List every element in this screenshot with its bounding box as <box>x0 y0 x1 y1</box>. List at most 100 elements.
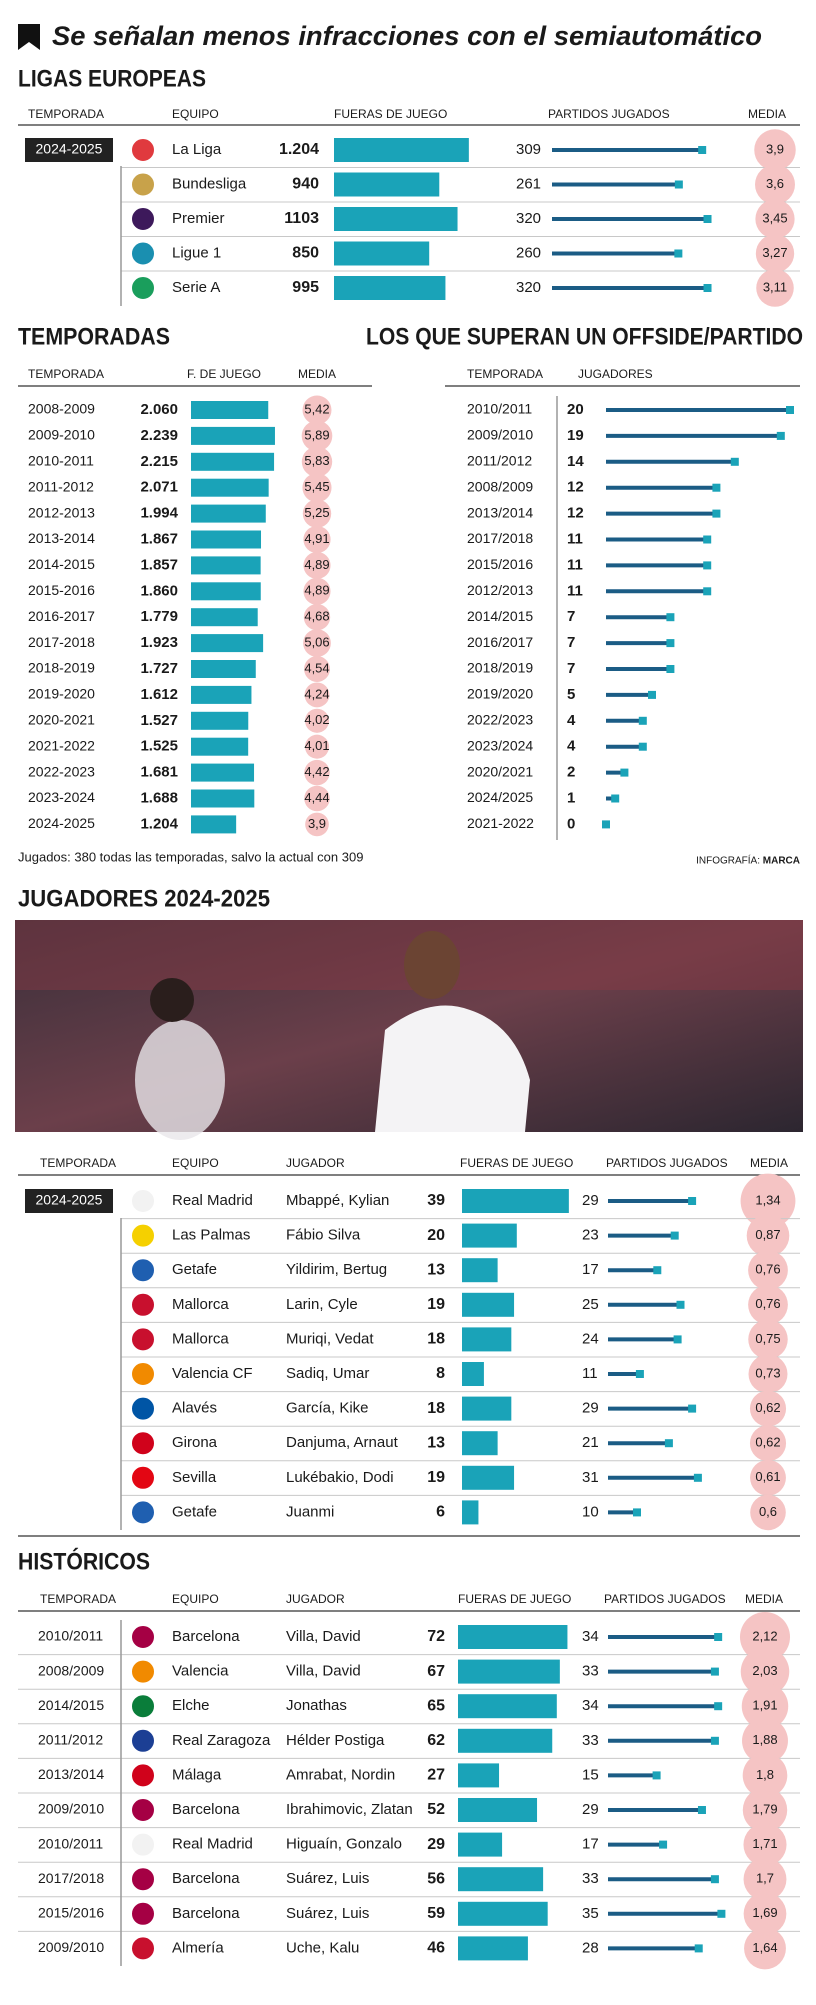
team-name: Barcelona <box>172 1870 240 1887</box>
offsides-bar <box>191 711 249 730</box>
team-name: Elche <box>172 1697 210 1714</box>
title-icon <box>18 24 40 50</box>
matches-marker <box>659 1840 668 1849</box>
number: 12 <box>567 505 584 522</box>
column-header: JUGADORES <box>578 367 653 381</box>
number: 12 <box>567 479 584 496</box>
offsides-bar <box>191 737 249 756</box>
photo <box>15 920 803 1140</box>
average-bubble <box>304 708 330 733</box>
matches-marker <box>712 483 721 492</box>
number: 7 <box>567 660 575 677</box>
team-name: Mallorca <box>172 1296 229 1313</box>
player-name: Suárez, Luis <box>286 1905 369 1922</box>
column-header: PARTIDOS JUGADOS <box>548 107 670 121</box>
average-bubble <box>304 734 330 759</box>
average-label: 0,76 <box>755 1296 780 1311</box>
number: 4 <box>567 712 576 729</box>
team-name: Barcelona <box>172 1905 240 1922</box>
team-logo <box>130 1257 156 1284</box>
offsides-bar <box>191 660 256 678</box>
offsides-bar <box>458 1901 548 1926</box>
section-title: LIGAS EUROPEAS <box>18 65 206 92</box>
offsides-bar <box>334 172 440 197</box>
number: 2 <box>567 764 575 781</box>
player-name: Danjuma, Arnaut <box>286 1434 399 1451</box>
number: 19 <box>427 1469 445 1486</box>
team-name: Real Madrid <box>172 1192 253 1209</box>
player-name: Amrabat, Nordin <box>286 1766 395 1783</box>
number: 7 <box>567 634 575 651</box>
offsides-bar <box>458 1659 560 1684</box>
column-header: TEMPORADA <box>467 367 543 381</box>
offsides-bar <box>191 478 269 497</box>
average-label: 4,89 <box>304 557 329 572</box>
number: 65 <box>427 1697 445 1714</box>
player-name: Uche, Kalu <box>286 1939 359 1956</box>
column-header: TEMPORADA <box>40 1592 116 1606</box>
season-label: 2013/2014 <box>38 1766 104 1782</box>
matches-marker <box>676 1300 685 1309</box>
average-label: 1,79 <box>752 1801 777 1816</box>
average-label: 3,9 <box>766 141 784 156</box>
matches-marker <box>638 716 647 725</box>
number: 31 <box>582 1469 599 1486</box>
average-bubble <box>304 682 330 708</box>
matches-marker <box>674 180 683 189</box>
team-name: Serie A <box>172 279 220 296</box>
offsides-bar <box>458 1832 503 1857</box>
column-header: EQUIPO <box>172 107 219 121</box>
matches-marker <box>611 794 620 803</box>
number: 15 <box>582 1766 599 1783</box>
number: 1.994 <box>140 505 178 522</box>
offsides-bar <box>191 763 255 782</box>
average-label: 4,91 <box>304 531 329 546</box>
number: 19 <box>567 427 584 444</box>
average-label: 0,73 <box>755 1365 780 1380</box>
season-label: 2011/2012 <box>38 1732 103 1748</box>
average-bubble <box>741 1682 789 1730</box>
number: 67 <box>427 1663 445 1680</box>
season-label: 2009-2010 <box>28 427 95 443</box>
average-bubble <box>755 234 795 273</box>
footnote: Jugados: 380 todas las temporadas, salvo… <box>18 849 363 864</box>
matches-marker <box>648 690 656 699</box>
number: 62 <box>427 1732 445 1749</box>
matches-marker <box>703 561 712 570</box>
matches-marker <box>714 1702 723 1711</box>
matches-marker <box>697 1806 706 1814</box>
season-label: 2017/2018 <box>467 530 533 546</box>
team-logo <box>130 1291 156 1318</box>
player-name: Ibrahimovic, Zlatan <box>286 1801 413 1818</box>
number: 25 <box>582 1296 599 1313</box>
season-label: 2023-2024 <box>28 789 95 805</box>
team-name: Bundesliga <box>172 175 247 192</box>
season-label: 2017/2018 <box>38 1870 104 1886</box>
player-name: Higuaín, Gonzalo <box>286 1836 402 1853</box>
number: 1.923 <box>140 634 178 651</box>
average-bubble <box>304 656 330 682</box>
average-bubble <box>304 759 330 786</box>
number: 39 <box>427 1192 445 1209</box>
average-label: 5,42 <box>304 401 329 416</box>
matches-marker <box>703 215 712 223</box>
team-name: Premier <box>172 210 225 227</box>
column-header: MEDIA <box>750 1156 788 1170</box>
number: 2.060 <box>140 401 178 418</box>
team-logo <box>130 1727 156 1754</box>
average-label: 3,27 <box>762 245 787 260</box>
column-header: FUERAS DE JUEGO <box>460 1156 573 1170</box>
number: 10 <box>582 1503 599 1520</box>
season-label: 2015-2016 <box>28 582 95 598</box>
average-label: 4,24 <box>304 686 329 701</box>
number: 23 <box>582 1227 599 1244</box>
number: 2.215 <box>140 453 178 470</box>
section-title: LOS QUE SUPERAN UN OFFSIDE/PARTIDO <box>366 323 803 350</box>
offsides-bar <box>458 1694 557 1719</box>
average-label: 4,89 <box>304 583 329 598</box>
player-name: Fábio Silva <box>286 1227 361 1244</box>
season-label: 2024-2025 <box>36 1192 103 1208</box>
matches-marker <box>673 1335 682 1344</box>
offsides-bar <box>191 634 264 653</box>
number: 850 <box>292 245 319 262</box>
